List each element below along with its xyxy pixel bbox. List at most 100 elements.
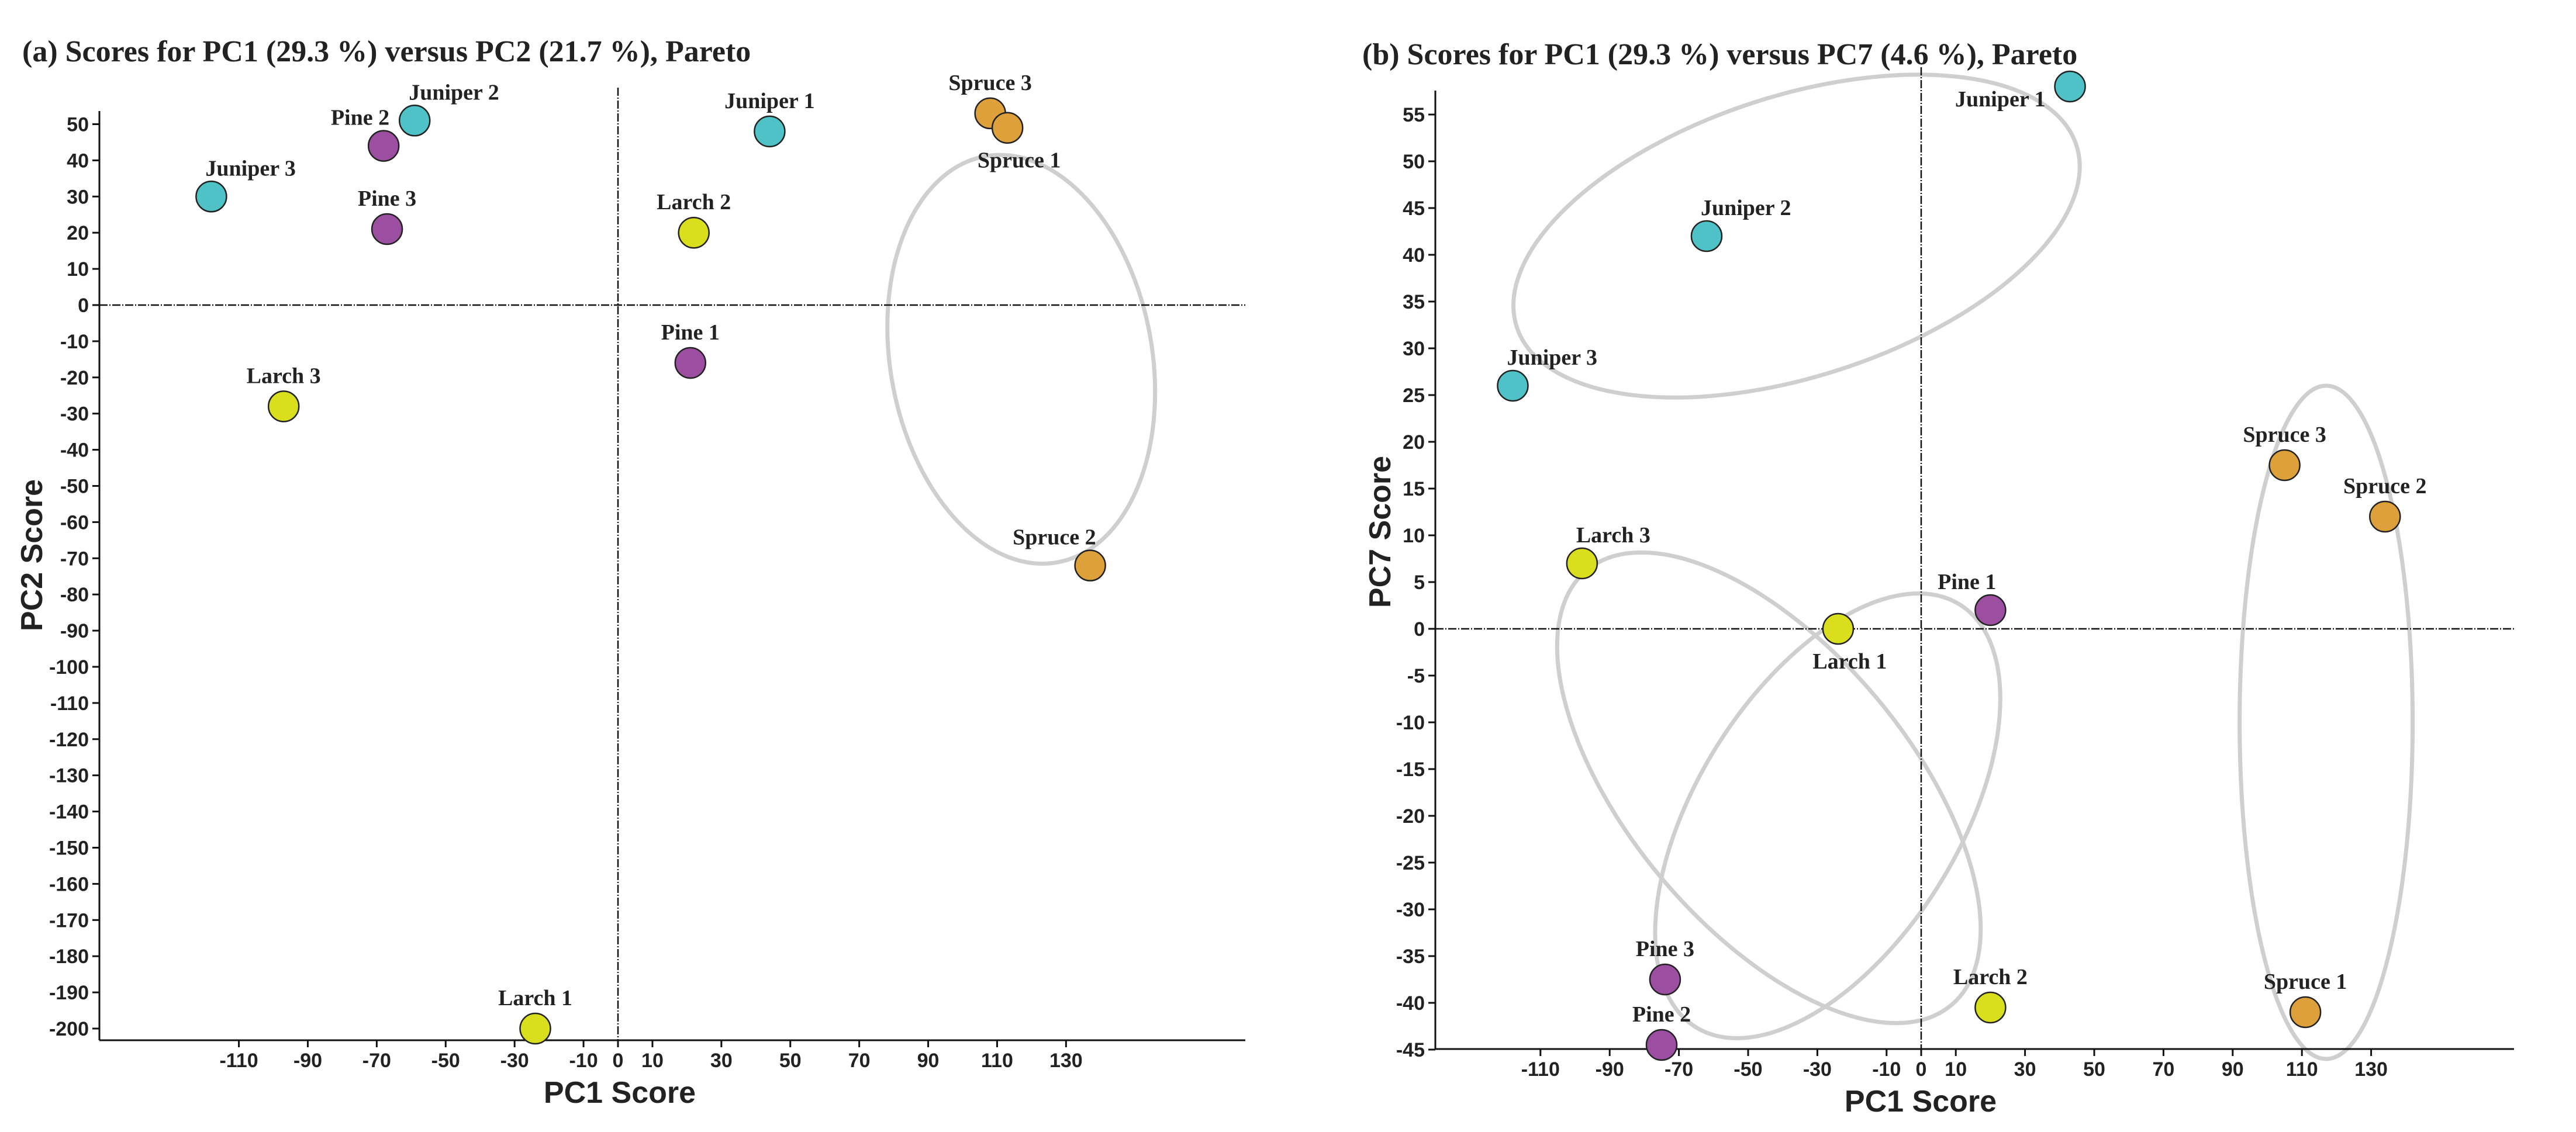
y-tick-label: -160 [49, 873, 89, 895]
y-tick-label: 5 [1414, 572, 1425, 594]
y-tick-label: -10 [1396, 712, 1425, 734]
point-label: Juniper 1 [1955, 87, 2046, 112]
x-tick-label: -10 [1872, 1058, 1901, 1081]
point-pine-2[interactable] [1645, 1029, 1678, 1061]
point-pine-3[interactable] [1649, 963, 1681, 996]
x-tick-label: 50 [2083, 1058, 2105, 1081]
point-label: Larch 1 [1812, 649, 1887, 674]
ellipse-pine [1653, 591, 2002, 1040]
point-juniper-3[interactable] [1497, 369, 1529, 402]
x-tick-label: 50 [779, 1050, 802, 1072]
point-larch-1[interactable] [519, 1012, 551, 1045]
point-juniper-1[interactable] [2054, 70, 2086, 103]
point-label: Juniper 2 [409, 80, 499, 105]
point-juniper-2[interactable] [398, 105, 431, 137]
y-tick-label: 20 [67, 222, 89, 244]
y-tick-label: 55 [1403, 104, 1425, 126]
point-label: Pine 1 [1938, 570, 1996, 594]
panel-a-y-axis-label: PC2 Score [15, 479, 49, 631]
point-spruce-2[interactable] [2369, 500, 2401, 533]
y-tick-label: -80 [60, 584, 89, 606]
x-tick-label: 110 [2286, 1058, 2318, 1081]
x-tick-label: 130 [1049, 1050, 1083, 1072]
x-tick-label: 70 [848, 1050, 871, 1072]
y-tick-label: -60 [60, 511, 89, 534]
y-tick-label: -100 [49, 656, 89, 678]
ellipse-juniper [1511, 72, 2082, 400]
point-label: Larch 1 [498, 986, 572, 1010]
point-spruce-1[interactable] [991, 112, 1024, 144]
point-juniper-1[interactable] [754, 115, 786, 148]
x-tick-label: 30 [710, 1050, 733, 1072]
point-label: Pine 3 [1636, 937, 1694, 961]
ellipse-spruce [2237, 383, 2415, 1061]
y-tick-label: 30 [67, 186, 89, 208]
point-spruce-2[interactable] [1074, 549, 1106, 581]
y-tick-label: 45 [1403, 198, 1425, 220]
y-tick-label: -10 [60, 331, 89, 353]
point-label: Spruce 2 [1013, 525, 1096, 550]
x-tick-label: 0 [1916, 1058, 1927, 1081]
x-tick-label: 130 [2354, 1058, 2388, 1081]
x-tick-label: -30 [1803, 1058, 1832, 1081]
x-tick-label: -110 [1521, 1058, 1560, 1081]
y-tick-label: -20 [60, 367, 89, 389]
point-label: Spruce 3 [948, 71, 1032, 95]
point-label: Pine 2 [331, 106, 389, 130]
panel-b-plot-area: -110 -90 -70 -50 -30 -10 0 10 30 50 70 90 110 1305550… [1396, 67, 2514, 1081]
panel-a-x-axis-label: PC1 Score [544, 1076, 696, 1110]
y-tick-label: 0 [78, 295, 89, 317]
point-label: Spruce 2 [2343, 474, 2427, 499]
y-tick-label: -15 [1396, 759, 1425, 781]
point-label: Pine 1 [661, 320, 720, 345]
y-tick-label: -70 [60, 548, 89, 570]
point-larch-3[interactable] [267, 390, 300, 423]
point-larch-2[interactable] [678, 216, 710, 249]
x-tick-label: 0 [613, 1050, 624, 1072]
ellipse-spruce [885, 153, 1158, 566]
point-label: Spruce 1 [978, 148, 1061, 173]
point-larch-2[interactable] [1974, 991, 2007, 1024]
y-tick-label: -190 [49, 982, 89, 1004]
x-tick-label: 110 [981, 1050, 1013, 1072]
panel-b-title: (b) Scores for PC1 (29.3 %) versus PC7 (… [1362, 38, 2077, 71]
y-tick-label: -30 [60, 403, 89, 425]
point-larch-1[interactable] [1822, 612, 1855, 645]
y-tick-label: 50 [67, 114, 89, 136]
point-juniper-2[interactable] [1690, 220, 1723, 252]
point-spruce-1[interactable] [2289, 996, 2322, 1029]
x-tick-label: -50 [431, 1050, 460, 1072]
point-pine-1[interactable] [674, 347, 707, 379]
point-pine-2[interactable] [367, 130, 400, 162]
x-tick-label: -30 [500, 1050, 529, 1072]
y-tick-label: -90 [60, 620, 89, 642]
point-juniper-3[interactable] [195, 181, 227, 213]
x-tick-label: -90 [293, 1050, 322, 1072]
y-tick-label: -150 [49, 837, 89, 860]
y-tick-label: -130 [49, 765, 89, 787]
point-pine-3[interactable] [371, 213, 403, 245]
x-tick-label: -50 [1734, 1058, 1762, 1081]
panel-a-plot-area: -110 -90 -70 -50 -30 -10 0 10 30 50 70 90 110 1305040… [49, 71, 1245, 1072]
x-tick-label: 10 [641, 1050, 664, 1072]
y-tick-label: -110 [50, 693, 89, 715]
y-tick-label: 30 [1403, 338, 1425, 360]
y-tick-label: 40 [67, 150, 89, 172]
y-tick-label: 20 [1403, 431, 1425, 454]
y-tick-label: -170 [49, 909, 89, 932]
y-tick-label: -45 [1396, 1039, 1425, 1061]
panel-b: (b) Scores for PC1 (29.3 %) versus PC7 (… [1362, 38, 2514, 1119]
point-label: Larch 3 [247, 364, 321, 388]
y-tick-label: -40 [1396, 992, 1425, 1015]
y-tick-label: -50 [60, 476, 89, 498]
point-pine-1[interactable] [1974, 594, 2007, 626]
x-tick-label: -70 [1665, 1058, 1693, 1081]
y-tick-label: -40 [60, 439, 89, 462]
point-larch-3[interactable] [1566, 547, 1598, 580]
point-spruce-3[interactable] [2268, 449, 2301, 482]
point-label: Juniper 3 [1507, 345, 1597, 370]
x-tick-label: -110 [219, 1050, 258, 1072]
x-tick-label: 10 [1945, 1058, 1967, 1081]
y-tick-label: -30 [1396, 899, 1425, 921]
point-label: Juniper 3 [205, 156, 296, 181]
